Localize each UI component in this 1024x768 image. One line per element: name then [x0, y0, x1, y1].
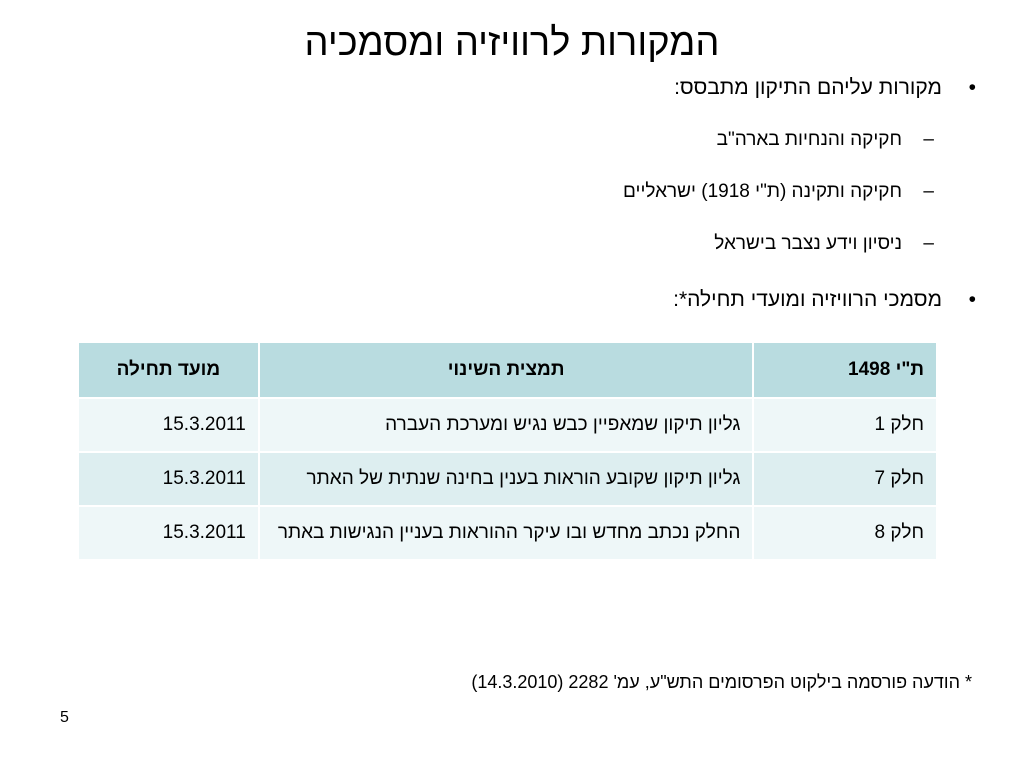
table-row: חלק 8 החלק נכתב מחדש ובו עיקר ההוראות בע… [77, 505, 938, 561]
cell-part: חלק 8 [752, 505, 938, 561]
table-header-row: ת"י 1498 תמצית השינוי מועד תחילה [77, 341, 938, 399]
dash-marker: – [923, 233, 934, 254]
header-start-date: מועד תחילה [77, 341, 260, 399]
header-summary: תמצית השינוי [257, 341, 755, 399]
bullet-marker: • [968, 76, 976, 99]
sub-item-experience: ניסיון וידע נצבר בישראל [714, 233, 902, 254]
bullet-sources: מקורות עליהם התיקון מתבסס: [674, 76, 942, 99]
table-row: חלק 1 גליון תיקון שמאפיין כבש נגיש ומערכ… [77, 397, 938, 453]
dash-marker: – [923, 129, 934, 150]
cell-summary: גליון תיקון שמאפיין כבש נגיש ומערכת העבר… [257, 397, 755, 453]
cell-part: חלק 1 [752, 397, 938, 453]
bullet-marker: • [968, 288, 976, 311]
slide-number: 5 [60, 709, 69, 726]
sub-item-israeli-standards: חקיקה ותקינה (ת"י 1918) ישראליים [623, 181, 902, 202]
slide-title: המקורות לרוויזיה ומסמכיה [304, 22, 720, 64]
sub-item-us-legislation: חקיקה והנחיות בארה"ב [716, 129, 902, 150]
table-row: חלק 7 גליון תיקון שקובע הוראות בענין בחי… [77, 451, 938, 507]
revision-table: ת"י 1498 תמצית השינוי מועד תחילה חלק 1 ג… [77, 341, 938, 561]
cell-summary: גליון תיקון שקובע הוראות בענין בחינה שנת… [257, 451, 755, 507]
header-standard: ת"י 1498 [752, 341, 938, 399]
cell-part: חלק 7 [752, 451, 938, 507]
cell-date: 15.3.2011 [77, 451, 260, 507]
dash-marker: – [923, 181, 934, 202]
cell-date: 15.3.2011 [77, 397, 260, 453]
footnote: * הודעה פורסמה בילקוט הפרסומים התש"ע, עמ… [471, 672, 972, 692]
cell-summary: החלק נכתב מחדש ובו עיקר ההוראות בעניין ה… [257, 505, 755, 561]
cell-date: 15.3.2011 [77, 505, 260, 561]
bullet-documents: מסמכי הרוויזיה ומועדי תחילה*: [673, 288, 942, 311]
